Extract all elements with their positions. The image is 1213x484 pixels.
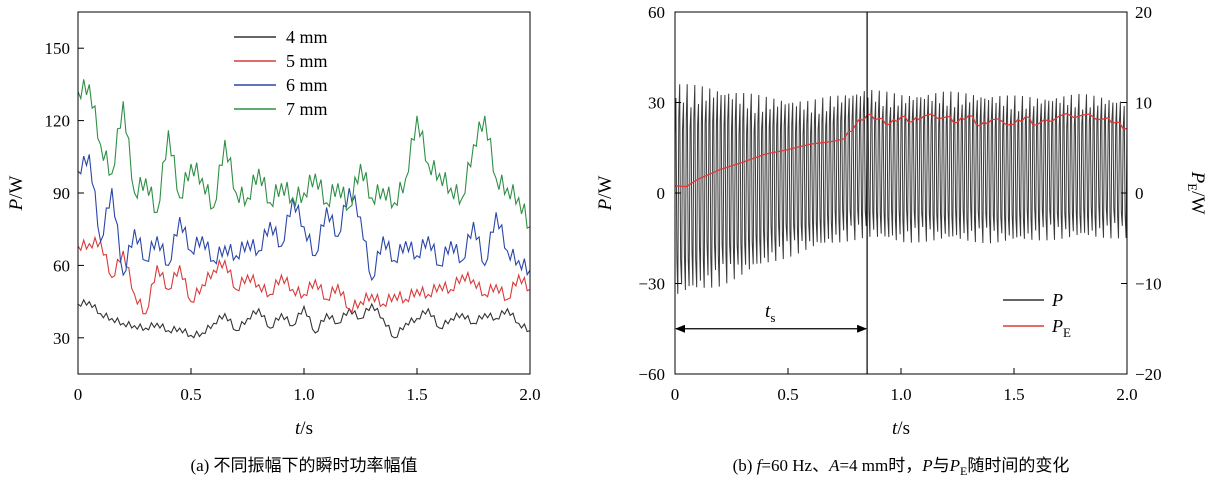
x-tick-label: 2.0 bbox=[1116, 385, 1137, 404]
y-right-tick-label: −10 bbox=[1135, 275, 1162, 294]
panel-b-chart: 0 0.5 1.0 1.5 2.0 −60 −30 0 30 60 −20 −10 0 10 20 ts P… bbox=[595, 3, 1208, 478]
panel-a-xlabel: t/s bbox=[295, 418, 313, 439]
x-tick-label: 0 bbox=[74, 385, 83, 404]
series-line-7-mm bbox=[77, 79, 531, 230]
panel-a-series bbox=[77, 79, 531, 339]
y-tick-label: 120 bbox=[45, 112, 71, 131]
legend-label: 7 mm bbox=[286, 99, 328, 119]
y-right-tick-label: 10 bbox=[1135, 94, 1152, 113]
y-left-tick-label: −30 bbox=[638, 275, 665, 294]
x-tick-label: 1.0 bbox=[293, 385, 314, 404]
panel-a-chart: 0 0.5 1.0 1.5 2.0 30 60 90 120 150 4 mm 5 mm 6 mm 7 … bbox=[6, 11, 541, 475]
panel-b-ts-annotation: ts bbox=[675, 301, 868, 333]
y-right-tick-label: 20 bbox=[1135, 3, 1152, 22]
panel-b-ylabel-left: P/W bbox=[595, 176, 616, 212]
legend-label: P bbox=[1051, 290, 1063, 310]
x-tick-label: 1.5 bbox=[1003, 385, 1024, 404]
x-tick-label: 0 bbox=[671, 385, 680, 404]
ts-label: ts bbox=[765, 301, 775, 325]
y-left-tick-label: 0 bbox=[657, 184, 666, 203]
legend-label: 6 mm bbox=[286, 75, 328, 95]
panel-b-ylabel-right: PE/W bbox=[1185, 171, 1208, 215]
panel-b-caption: (b) f=60 Hz、A=4 mm时，P与PE随时间的变化 bbox=[733, 456, 1070, 478]
y-tick-label: 150 bbox=[45, 39, 71, 58]
y-tick-label: 60 bbox=[53, 256, 70, 275]
panel-b-oscillation-series bbox=[674, 84, 1128, 294]
series-line-PE bbox=[674, 112, 1128, 188]
series-line-P bbox=[674, 84, 1128, 294]
legend-label: 4 mm bbox=[286, 27, 328, 47]
series-line-5-mm bbox=[77, 235, 531, 315]
series-line-6-mm bbox=[77, 154, 531, 282]
panel-b-pe-series bbox=[674, 112, 1128, 188]
y-right-tick-label: −20 bbox=[1135, 365, 1162, 384]
panel-b-legend: P PE bbox=[1003, 290, 1071, 340]
x-tick-label: 0.5 bbox=[180, 385, 201, 404]
x-tick-label: 2.0 bbox=[519, 385, 540, 404]
y-left-tick-label: 60 bbox=[648, 3, 665, 22]
x-tick-label: 0.5 bbox=[777, 385, 798, 404]
panel-a-legend: 4 mm 5 mm 6 mm 7 mm bbox=[234, 27, 328, 119]
x-tick-label: 1.5 bbox=[406, 385, 427, 404]
x-tick-label: 1.0 bbox=[890, 385, 911, 404]
y-left-tick-label: 30 bbox=[648, 94, 665, 113]
legend-label: PE bbox=[1051, 316, 1071, 340]
legend-label: 5 mm bbox=[286, 51, 328, 71]
panel-a-ticks: 0 0.5 1.0 1.5 2.0 30 60 90 120 150 bbox=[45, 39, 541, 404]
y-tick-label: 30 bbox=[53, 329, 70, 348]
panel-b-xlabel: t/s bbox=[892, 418, 910, 439]
series-line-4-mm bbox=[77, 298, 531, 339]
panel-a-ylabel: P/W bbox=[6, 176, 27, 212]
y-left-tick-label: −60 bbox=[638, 365, 665, 384]
y-right-tick-label: 0 bbox=[1135, 184, 1144, 203]
panel-b-ticks: 0 0.5 1.0 1.5 2.0 −60 −30 0 30 60 −20 −10 0 10 20 bbox=[638, 3, 1161, 404]
y-tick-label: 90 bbox=[53, 184, 70, 203]
panel-a-caption: (a) 不同振幅下的瞬时功率幅值 bbox=[190, 456, 417, 475]
